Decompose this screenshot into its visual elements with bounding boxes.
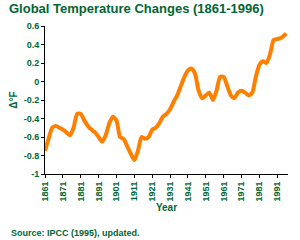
svg-text:1911: 1911 — [129, 182, 139, 202]
svg-text:-0.4: -0.4 — [24, 114, 40, 124]
svg-text:1991: 1991 — [272, 182, 282, 202]
svg-text:0.4: 0.4 — [27, 40, 40, 50]
svg-text:-0.6: -0.6 — [24, 132, 40, 142]
svg-text:1881: 1881 — [76, 182, 86, 202]
svg-text:1951: 1951 — [201, 182, 211, 202]
svg-text:-0.2: -0.2 — [24, 95, 40, 105]
svg-text:1961: 1961 — [219, 182, 229, 202]
svg-text:-1: -1 — [31, 169, 39, 179]
svg-text:1921: 1921 — [147, 182, 157, 202]
svg-text:1971: 1971 — [236, 182, 246, 202]
svg-text:1931: 1931 — [165, 182, 175, 202]
svg-text:1891: 1891 — [94, 182, 104, 202]
svg-text:Source: IPCC (1995), updated.: Source: IPCC (1995), updated. — [11, 228, 140, 238]
svg-text:0: 0 — [34, 77, 39, 87]
svg-text:0.6: 0.6 — [27, 21, 40, 31]
svg-text:1941: 1941 — [183, 182, 193, 202]
svg-text:Δ°F: Δ°F — [8, 91, 19, 108]
svg-text:1981: 1981 — [254, 182, 264, 202]
svg-text:1861: 1861 — [40, 182, 50, 202]
svg-text:1901: 1901 — [111, 182, 121, 202]
svg-text:Year: Year — [156, 202, 177, 213]
svg-text:1871: 1871 — [58, 182, 68, 202]
svg-text:0.2: 0.2 — [27, 58, 40, 68]
svg-text:-0.8: -0.8 — [24, 151, 40, 161]
svg-text:Global Temperature Changes (18: Global Temperature Changes (1861-1996) — [9, 1, 264, 16]
